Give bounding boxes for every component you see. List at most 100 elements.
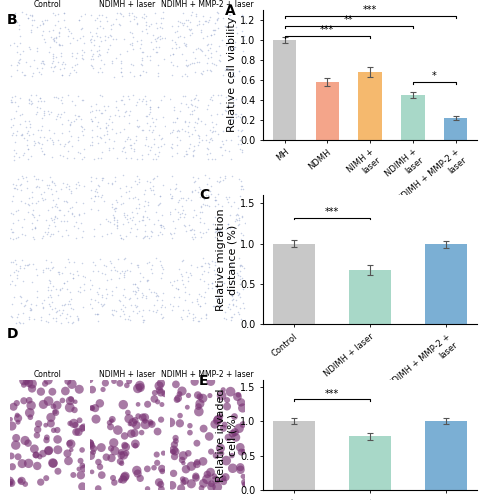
Point	[107, 32, 115, 40]
Point	[143, 29, 150, 37]
Point	[102, 294, 110, 302]
Point	[170, 230, 178, 237]
Point	[203, 150, 211, 158]
Point	[179, 194, 187, 202]
Point	[233, 210, 241, 218]
Point	[54, 290, 62, 298]
Point	[80, 146, 88, 154]
Point	[181, 70, 189, 78]
Point	[29, 130, 37, 138]
Point	[116, 10, 123, 18]
Point	[90, 41, 97, 49]
Point	[169, 448, 177, 456]
Point	[105, 121, 112, 129]
Point	[145, 258, 152, 266]
Point	[65, 126, 73, 134]
Point	[132, 304, 140, 312]
Point	[93, 310, 100, 318]
Point	[10, 11, 18, 19]
Text: ***: ***	[320, 26, 335, 36]
Point	[108, 292, 116, 300]
Point	[26, 306, 34, 314]
Point	[78, 424, 86, 432]
Point	[8, 228, 15, 236]
Point	[44, 376, 52, 384]
Point	[236, 280, 244, 288]
Point	[220, 314, 228, 322]
Point	[74, 224, 82, 232]
Point	[141, 196, 149, 204]
Point	[171, 452, 178, 460]
Point	[120, 451, 128, 459]
Point	[87, 205, 95, 213]
Point	[174, 302, 182, 310]
Point	[133, 288, 140, 296]
Point	[139, 95, 147, 103]
Point	[35, 183, 43, 191]
Point	[185, 392, 192, 400]
Point	[52, 20, 59, 28]
Point	[62, 60, 69, 68]
Point	[122, 232, 130, 240]
Point	[15, 56, 23, 64]
Point	[49, 54, 57, 62]
Point	[120, 143, 127, 151]
Point	[9, 278, 16, 285]
Point	[211, 20, 219, 28]
Point	[107, 24, 115, 32]
Point	[25, 194, 32, 202]
Point	[119, 220, 127, 228]
Point	[98, 293, 106, 301]
Point	[88, 141, 96, 149]
Point	[40, 150, 48, 158]
Point	[141, 141, 149, 149]
Point	[40, 134, 48, 141]
Point	[115, 20, 123, 28]
Point	[80, 154, 88, 162]
Point	[197, 203, 205, 211]
Point	[102, 262, 110, 270]
Point	[140, 234, 147, 242]
Point	[218, 392, 226, 400]
Point	[8, 480, 15, 488]
Point	[17, 197, 25, 205]
Point	[206, 126, 214, 134]
Point	[57, 96, 65, 104]
Point	[94, 290, 102, 298]
Point	[196, 290, 203, 298]
Point	[211, 26, 218, 34]
Point	[190, 142, 198, 150]
Point	[187, 10, 195, 18]
Point	[33, 103, 40, 111]
Point	[65, 258, 73, 266]
Point	[33, 46, 40, 54]
Point	[212, 283, 220, 291]
Point	[87, 55, 95, 63]
Point	[42, 436, 50, 444]
Point	[195, 408, 203, 416]
Point	[160, 449, 167, 457]
Point	[237, 235, 245, 243]
Point	[236, 267, 244, 275]
Point	[80, 286, 88, 294]
Bar	[349, 436, 391, 490]
Point	[94, 181, 102, 189]
Point	[133, 18, 141, 26]
Point	[234, 290, 242, 298]
Point	[229, 300, 237, 308]
Point	[60, 10, 67, 18]
Point	[87, 11, 95, 19]
Point	[128, 60, 135, 68]
Point	[76, 150, 84, 158]
Point	[36, 104, 44, 112]
Point	[117, 448, 125, 456]
Point	[31, 224, 39, 232]
Point	[8, 479, 15, 487]
Point	[130, 288, 137, 296]
Point	[88, 404, 95, 412]
Point	[142, 68, 150, 76]
Point	[100, 60, 107, 68]
Point	[138, 289, 146, 297]
Point	[138, 155, 146, 163]
Point	[80, 96, 87, 104]
